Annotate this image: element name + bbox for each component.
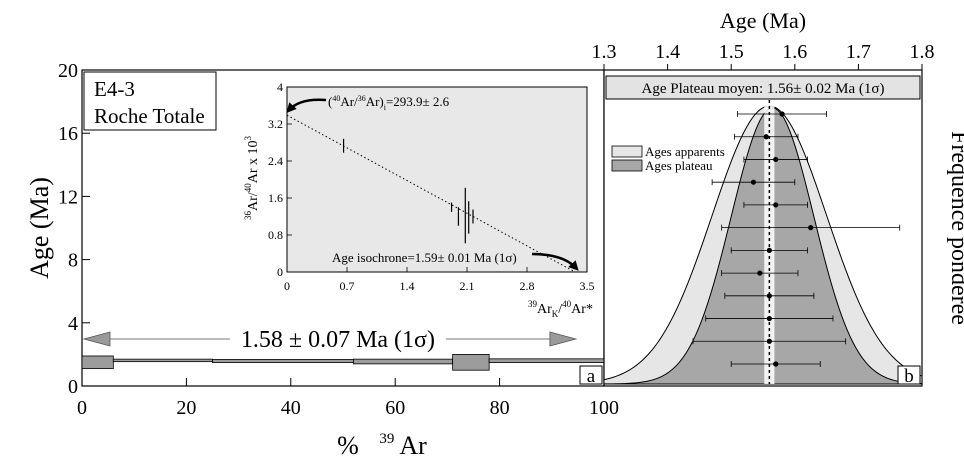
isochron-inset: 0 0.7 1.4 2.1 2.8 3.5 0 0.8 1.6 2.4 3.2 4 36Ar/40Ar… (243, 80, 595, 319)
legend-swatch-apparent (611, 145, 643, 158)
age-data-point (737, 111, 827, 117)
plateau-arrow-left-head (82, 331, 111, 347)
panel-b-x-tick-label: 1.3 (592, 41, 617, 63)
plateau-age-label: 1.58 ± 0.07 Ma (1σ) (241, 327, 435, 353)
sample-label-line-1: E4-3 (94, 77, 135, 101)
panel-a-y-tick-label: 8 (68, 250, 78, 272)
legend-swatch-plateau (611, 159, 643, 172)
initial-ratio-arrow (286, 98, 327, 113)
inset-y-tick-label: 0.8 (268, 228, 283, 242)
panel-b-x-tick-label: 1.4 (655, 41, 680, 63)
inset-y-tick-label: 4 (277, 80, 283, 94)
age-data-point (721, 224, 901, 231)
age-spectrum-steps (81, 353, 605, 371)
age-data-point (692, 338, 847, 345)
panel-a-y-ticks: 0 4 8 12 16 20 (58, 60, 90, 398)
panel-a-y-tick-label: 12 (58, 186, 78, 208)
inset-y-tick-label: 0 (277, 265, 283, 279)
panel-a-corner-box (579, 365, 603, 385)
inset-y-axis-label: 36Ar/40Ar x 103 (243, 136, 261, 220)
age-spectrum-step (112, 358, 213, 363)
panel-a-x-ticks: 0 20 40 60 80 100 (77, 378, 619, 419)
plateau-range-arrow (82, 321, 578, 355)
mean-age-band (764, 100, 775, 384)
panel-b-x-tick-label: 1.5 (719, 41, 744, 63)
panel-a-x-axis-label: % 39 Ar (337, 420, 427, 460)
isochron-points (342, 138, 474, 244)
initial-ratio-label: (40Ar/36Ar)i=293.9± 2.6 (328, 94, 450, 112)
age-data-point (724, 292, 815, 299)
panel-b-x-tick-label: 1.6 (782, 41, 807, 63)
panel-b-x-tick-label: 1.8 (910, 41, 935, 63)
panel-a-y-tick-label: 0 (68, 376, 78, 398)
inset-y-tick-label: 3.2 (268, 117, 283, 131)
isochron-age-arrow (531, 252, 579, 271)
plateau-header-box (605, 75, 921, 100)
panel-a-x-tick-label: 60 (385, 397, 405, 419)
age-spectrum-step (452, 353, 490, 371)
panel-b-x-axis-label: Age (Ma) (720, 8, 806, 33)
age-spectrum-step (353, 358, 454, 365)
inset-x-tick-label: 1.4 (400, 279, 415, 293)
panel-b-points (692, 111, 901, 367)
age-spectrum-step (212, 359, 354, 364)
panel-a-y-tick-label: 4 (68, 313, 78, 335)
legend-label-apparent: Ages apparents (645, 144, 725, 159)
age-spectrum-step (81, 355, 114, 370)
plateau-header-text: Age Plateau moyen: 1.56± 0.02 Ma (1σ) (642, 81, 885, 97)
age-spectrum-step (488, 358, 605, 364)
inset-x-tick-label: 2.1 (460, 279, 475, 293)
legend-label-plateau: Ages plateau (645, 158, 713, 173)
inset-y-tick-label: 2.4 (268, 154, 283, 168)
inset-x-tick-label: 3.5 (580, 279, 595, 293)
age-data-point (743, 156, 808, 163)
panel-a-x-tick-label: 20 (176, 397, 196, 419)
panel-a-y-tick-label: 20 (58, 60, 78, 82)
panel-b-letter: b (904, 366, 914, 387)
age-data-point (711, 179, 796, 186)
inset-x-axis-label: 39ArK/40Ar* (528, 299, 593, 319)
inset-x-tick-label: 2.8 (520, 279, 535, 293)
inset-background (286, 86, 588, 273)
age-data-point (721, 270, 799, 277)
panel-a-x-tick-label: 100 (589, 397, 619, 419)
panel-a-letter: a (587, 366, 596, 387)
sample-label-box (83, 71, 217, 131)
inset-x-tick-label: 0.7 (340, 279, 355, 293)
age-data-point (743, 201, 808, 208)
age-data-point (730, 247, 808, 254)
isochron-fit-line (286, 114, 576, 273)
panel-b-y-axis-label: Fréquence pondérée (946, 131, 964, 325)
panel-a-y-tick-label: 16 (58, 123, 78, 145)
panel-b-legend: Ages apparents Ages plateau (611, 144, 725, 173)
isochron-age-label: Age isochrone=1.59± 0.01 Ma (1σ) (332, 250, 517, 265)
panel-b-x-tick-label: 1.7 (846, 41, 871, 63)
plateau-label-background (229, 321, 446, 355)
panel-a-x-tick-label: 40 (281, 397, 301, 419)
panel-a-x-tick-label: 0 (77, 397, 87, 419)
panel-a-y-axis-label: Age (Ma) (25, 177, 54, 279)
plateau-arrow-right-head (549, 331, 578, 347)
age-data-point (705, 315, 834, 322)
age-data-point (730, 361, 821, 367)
panel-a-x-tick-label: 80 (490, 397, 510, 419)
age-data-point (733, 133, 799, 140)
panel-b-density-chart: Age Plateau moyen: 1.56± 0.02 Ma (1σ) 1.… (592, 8, 964, 387)
panel-b-top-axis: 1.3 1.4 1.5 1.6 1.7 1.8 (592, 41, 935, 70)
inset-ticks: 0 0.7 1.4 2.1 2.8 3.5 0 0.8 1.6 2.4 3.2 4 (268, 80, 595, 293)
inset-x-tick-label: 0 (284, 279, 290, 293)
panel-b-corner-box (897, 365, 921, 385)
inset-y-tick-label: 1.6 (268, 191, 283, 205)
sample-label-line-2: Roche Totale (94, 104, 205, 128)
